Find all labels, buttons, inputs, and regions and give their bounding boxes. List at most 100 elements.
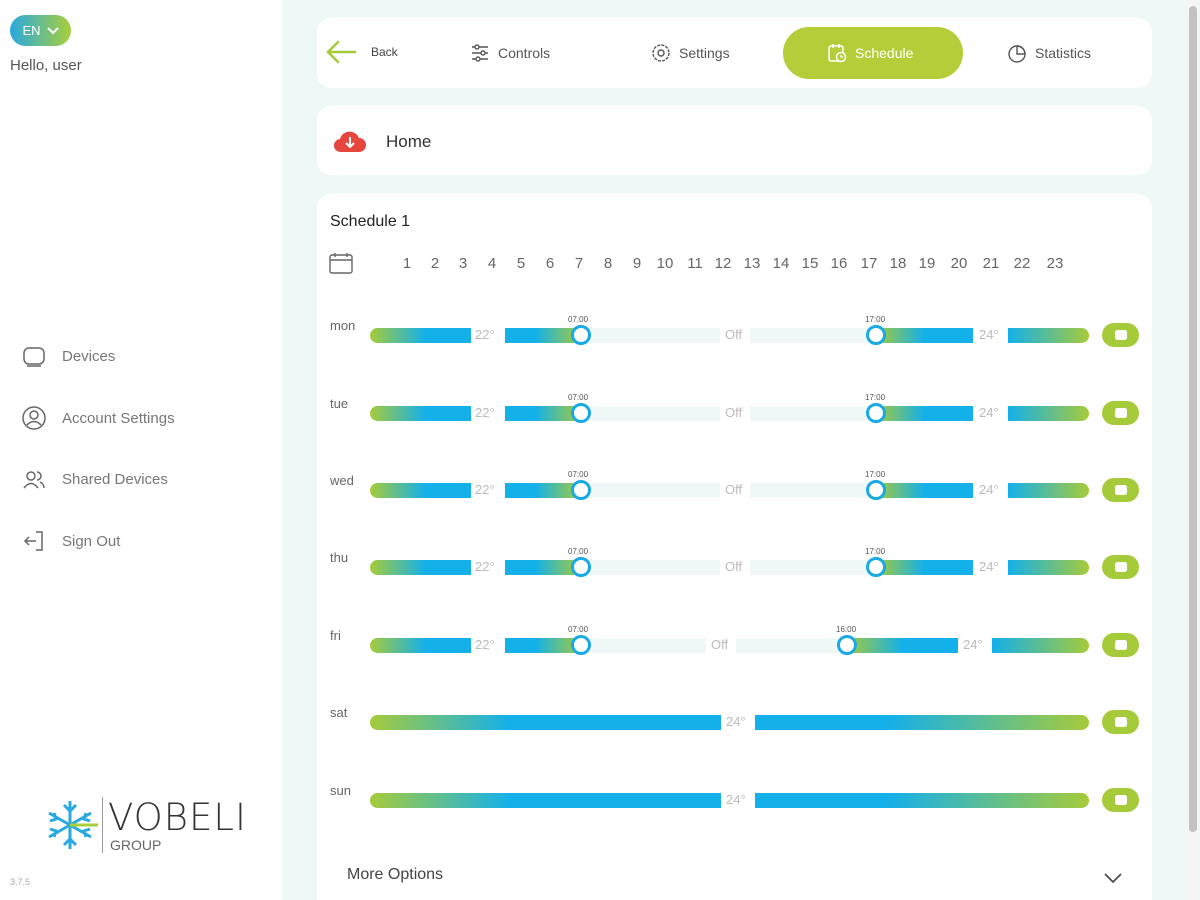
hour-label: 19: [918, 255, 936, 272]
temp-segment[interactable]: [370, 560, 471, 575]
off-segment[interactable]: [581, 406, 720, 421]
hour-label: 12: [714, 255, 732, 272]
copy-day-button[interactable]: [1102, 788, 1139, 812]
hour-label: 21: [982, 255, 1000, 272]
temp-segment[interactable]: [876, 483, 973, 498]
temp-segment[interactable]: [505, 406, 581, 421]
temp-segment[interactable]: [876, 406, 973, 421]
copy-day-button[interactable]: [1102, 478, 1139, 502]
off-segment[interactable]: [750, 406, 876, 421]
sidebar-item-label: Account Settings: [62, 409, 175, 427]
hour-label: 8: [603, 255, 613, 272]
off-segment[interactable]: [750, 328, 876, 343]
temp-segment[interactable]: [370, 406, 471, 421]
temp-segment[interactable]: [1008, 406, 1089, 421]
time-handle[interactable]: [571, 325, 591, 345]
temp-segment[interactable]: [370, 328, 471, 343]
calendar-clock-icon: [828, 44, 847, 63]
time-handle[interactable]: [866, 557, 886, 577]
hour-label: 2: [430, 255, 440, 272]
cloud-download-icon: [333, 131, 366, 153]
temp-segment[interactable]: [1008, 328, 1089, 343]
copy-day-button[interactable]: [1102, 710, 1139, 734]
hour-label: 13: [743, 255, 761, 272]
temp-segment[interactable]: [1008, 483, 1089, 498]
temp-label: 24°: [979, 559, 999, 574]
temp-segment[interactable]: [876, 328, 973, 343]
sidebar-item-devices[interactable]: Devices: [20, 326, 175, 388]
pie-chart-icon: [1008, 45, 1026, 63]
off-label: Off: [725, 327, 743, 342]
temp-label: 22°: [475, 637, 495, 652]
copy-day-button[interactable]: [1102, 555, 1139, 579]
off-segment[interactable]: [581, 560, 720, 575]
time-handle[interactable]: [837, 635, 857, 655]
copy-icon: [1114, 330, 1127, 340]
app-version: 3.7.5: [10, 877, 31, 887]
temp-label: 24°: [979, 327, 999, 342]
hour-label: 14: [772, 255, 790, 272]
time-label: 16:00: [836, 625, 857, 634]
off-segment[interactable]: [750, 560, 876, 575]
temp-segment[interactable]: [505, 483, 581, 498]
back-button[interactable]: Back: [325, 40, 398, 64]
snowflake-logo-icon: [48, 801, 98, 849]
language-selector[interactable]: EN: [10, 15, 71, 46]
temp-segment[interactable]: [755, 715, 1089, 730]
sidebar-item-shared-devices[interactable]: Shared Devices: [20, 449, 175, 511]
hour-label: 4: [487, 255, 497, 272]
day-label: wed: [330, 473, 354, 488]
user-icon: [20, 404, 48, 432]
hour-label: 5: [516, 255, 526, 272]
temp-segment[interactable]: [755, 793, 1089, 808]
hour-label: 10: [656, 255, 674, 272]
sidebar-item-label: Devices: [62, 348, 116, 366]
temp-segment[interactable]: [370, 715, 721, 730]
off-segment[interactable]: [581, 483, 720, 498]
temp-label: 24°: [979, 482, 999, 497]
time-handle[interactable]: [866, 480, 886, 500]
off-segment[interactable]: [581, 328, 720, 343]
top-navigation: Back Controls Settings Schedule Statisti…: [317, 18, 1152, 88]
temp-segment[interactable]: [505, 328, 581, 343]
time-label: 07:00: [568, 547, 589, 556]
copy-day-button[interactable]: [1102, 401, 1139, 425]
time-handle[interactable]: [866, 325, 886, 345]
more-options[interactable]: More Options: [347, 866, 444, 883]
temp-segment[interactable]: [505, 560, 581, 575]
copy-day-button[interactable]: [1102, 633, 1139, 657]
time-handle[interactable]: [571, 480, 591, 500]
calendar-icon[interactable]: [329, 252, 353, 274]
off-segment[interactable]: [750, 483, 876, 498]
sidebar-item-account-settings[interactable]: Account Settings: [20, 388, 175, 450]
hour-label: 9: [632, 255, 642, 272]
off-segment[interactable]: [736, 638, 847, 653]
time-handle[interactable]: [571, 635, 591, 655]
temp-label: 24°: [963, 637, 983, 652]
temp-segment[interactable]: [992, 638, 1089, 653]
time-handle[interactable]: [571, 557, 591, 577]
off-segment[interactable]: [581, 638, 706, 653]
temp-segment[interactable]: [370, 793, 721, 808]
arrow-left-icon: [326, 40, 357, 64]
time-handle[interactable]: [866, 403, 886, 423]
temp-segment[interactable]: [876, 560, 973, 575]
tab-controls[interactable]: Controls: [470, 27, 550, 79]
tab-settings[interactable]: Settings: [651, 27, 730, 79]
tab-statistics[interactable]: Statistics: [1007, 27, 1091, 79]
chevron-down-icon[interactable]: [1103, 872, 1123, 884]
logo-brand: VOBELI: [108, 796, 247, 839]
copy-day-button[interactable]: [1102, 323, 1139, 347]
scrollbar[interactable]: [1187, 0, 1200, 900]
temp-segment[interactable]: [505, 638, 581, 653]
sidebar-item-sign-out[interactable]: Sign Out: [20, 511, 175, 573]
day-label: mon: [330, 318, 356, 333]
temp-segment[interactable]: [370, 638, 471, 653]
temp-segment[interactable]: [370, 483, 471, 498]
time-handle[interactable]: [571, 403, 591, 423]
tab-schedule[interactable]: Schedule: [783, 27, 963, 79]
temp-segment[interactable]: [847, 638, 958, 653]
scrollbar-thumb[interactable]: [1189, 6, 1197, 832]
hour-label: 22: [1013, 255, 1031, 272]
temp-segment[interactable]: [1008, 560, 1089, 575]
